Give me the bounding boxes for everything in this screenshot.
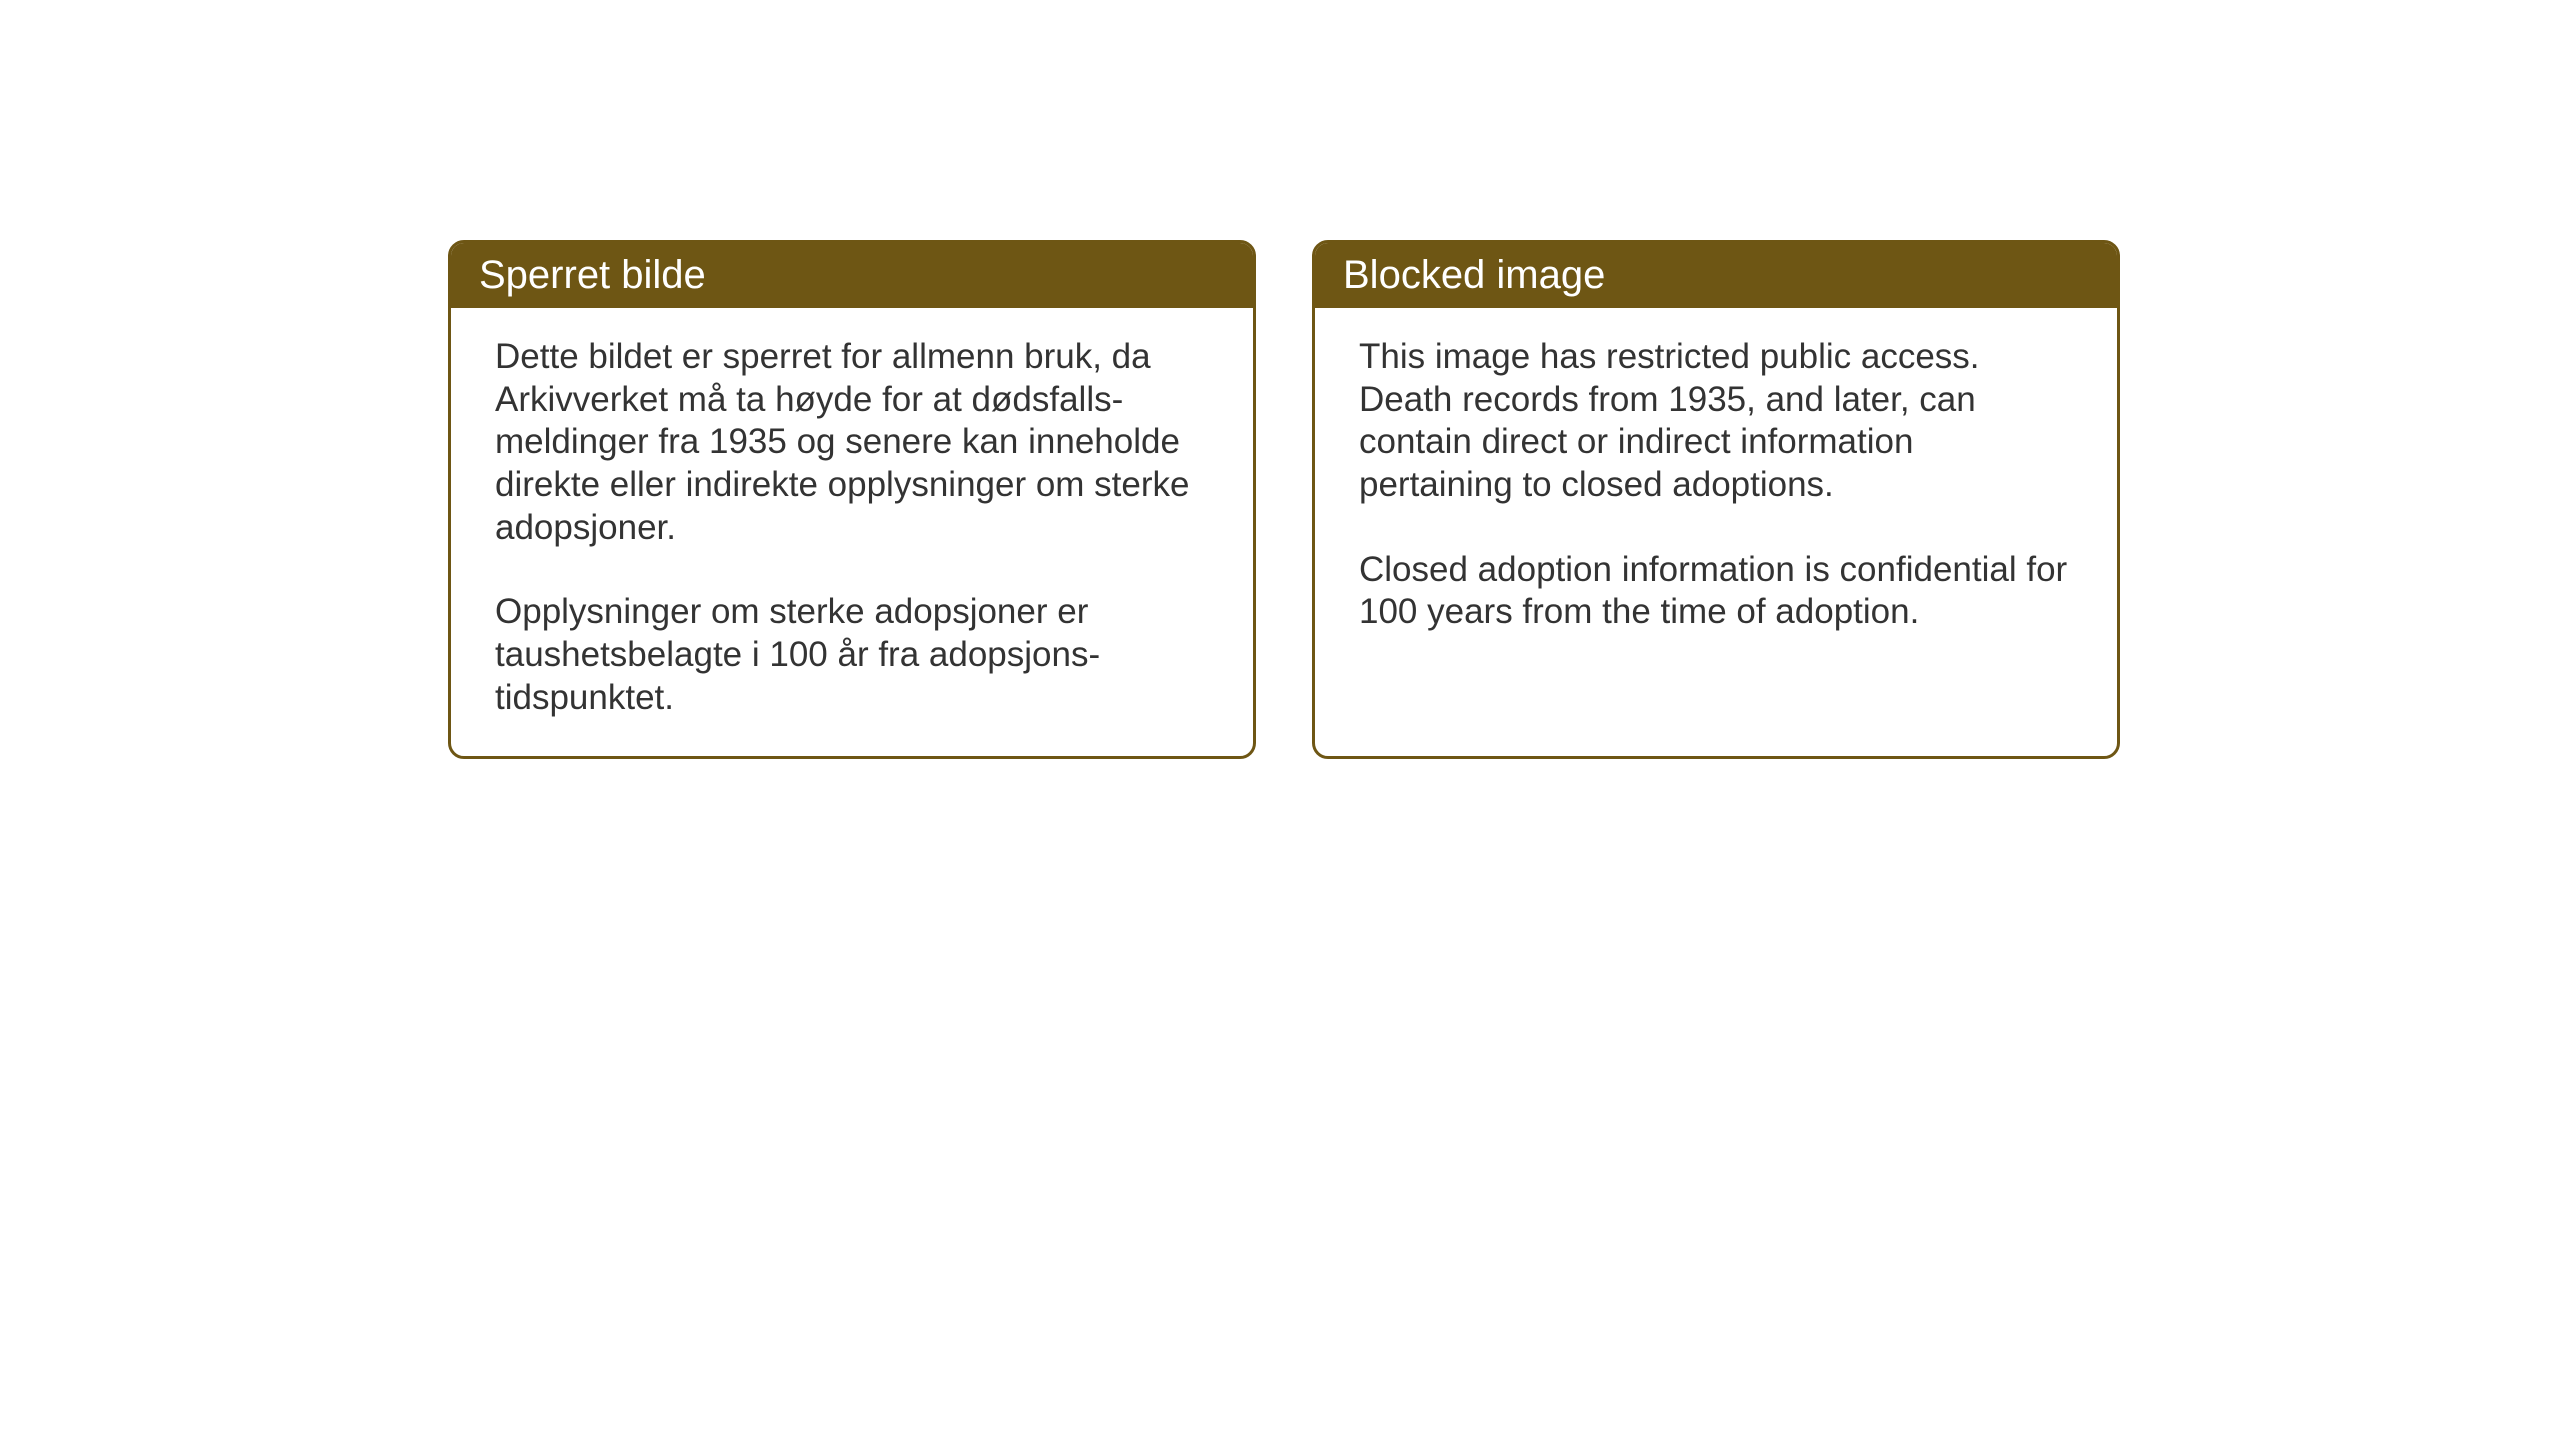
english-card: Blocked image This image has restricted …	[1312, 240, 2120, 759]
english-paragraph-1: This image has restricted public access.…	[1359, 336, 2073, 507]
english-paragraph-2: Closed adoption information is confident…	[1359, 549, 2073, 634]
english-card-body: This image has restricted public access.…	[1315, 308, 2117, 712]
norwegian-card-header: Sperret bilde	[451, 243, 1253, 308]
norwegian-paragraph-1: Dette bildet er sperret for allmenn bruk…	[495, 336, 1209, 549]
norwegian-card-body: Dette bildet er sperret for allmenn bruk…	[451, 308, 1253, 756]
norwegian-paragraph-2: Opplysninger om sterke adopsjoner er tau…	[495, 591, 1209, 719]
english-card-header: Blocked image	[1315, 243, 2117, 308]
cards-container: Sperret bilde Dette bildet er sperret fo…	[448, 240, 2120, 759]
norwegian-card: Sperret bilde Dette bildet er sperret fo…	[448, 240, 1256, 759]
